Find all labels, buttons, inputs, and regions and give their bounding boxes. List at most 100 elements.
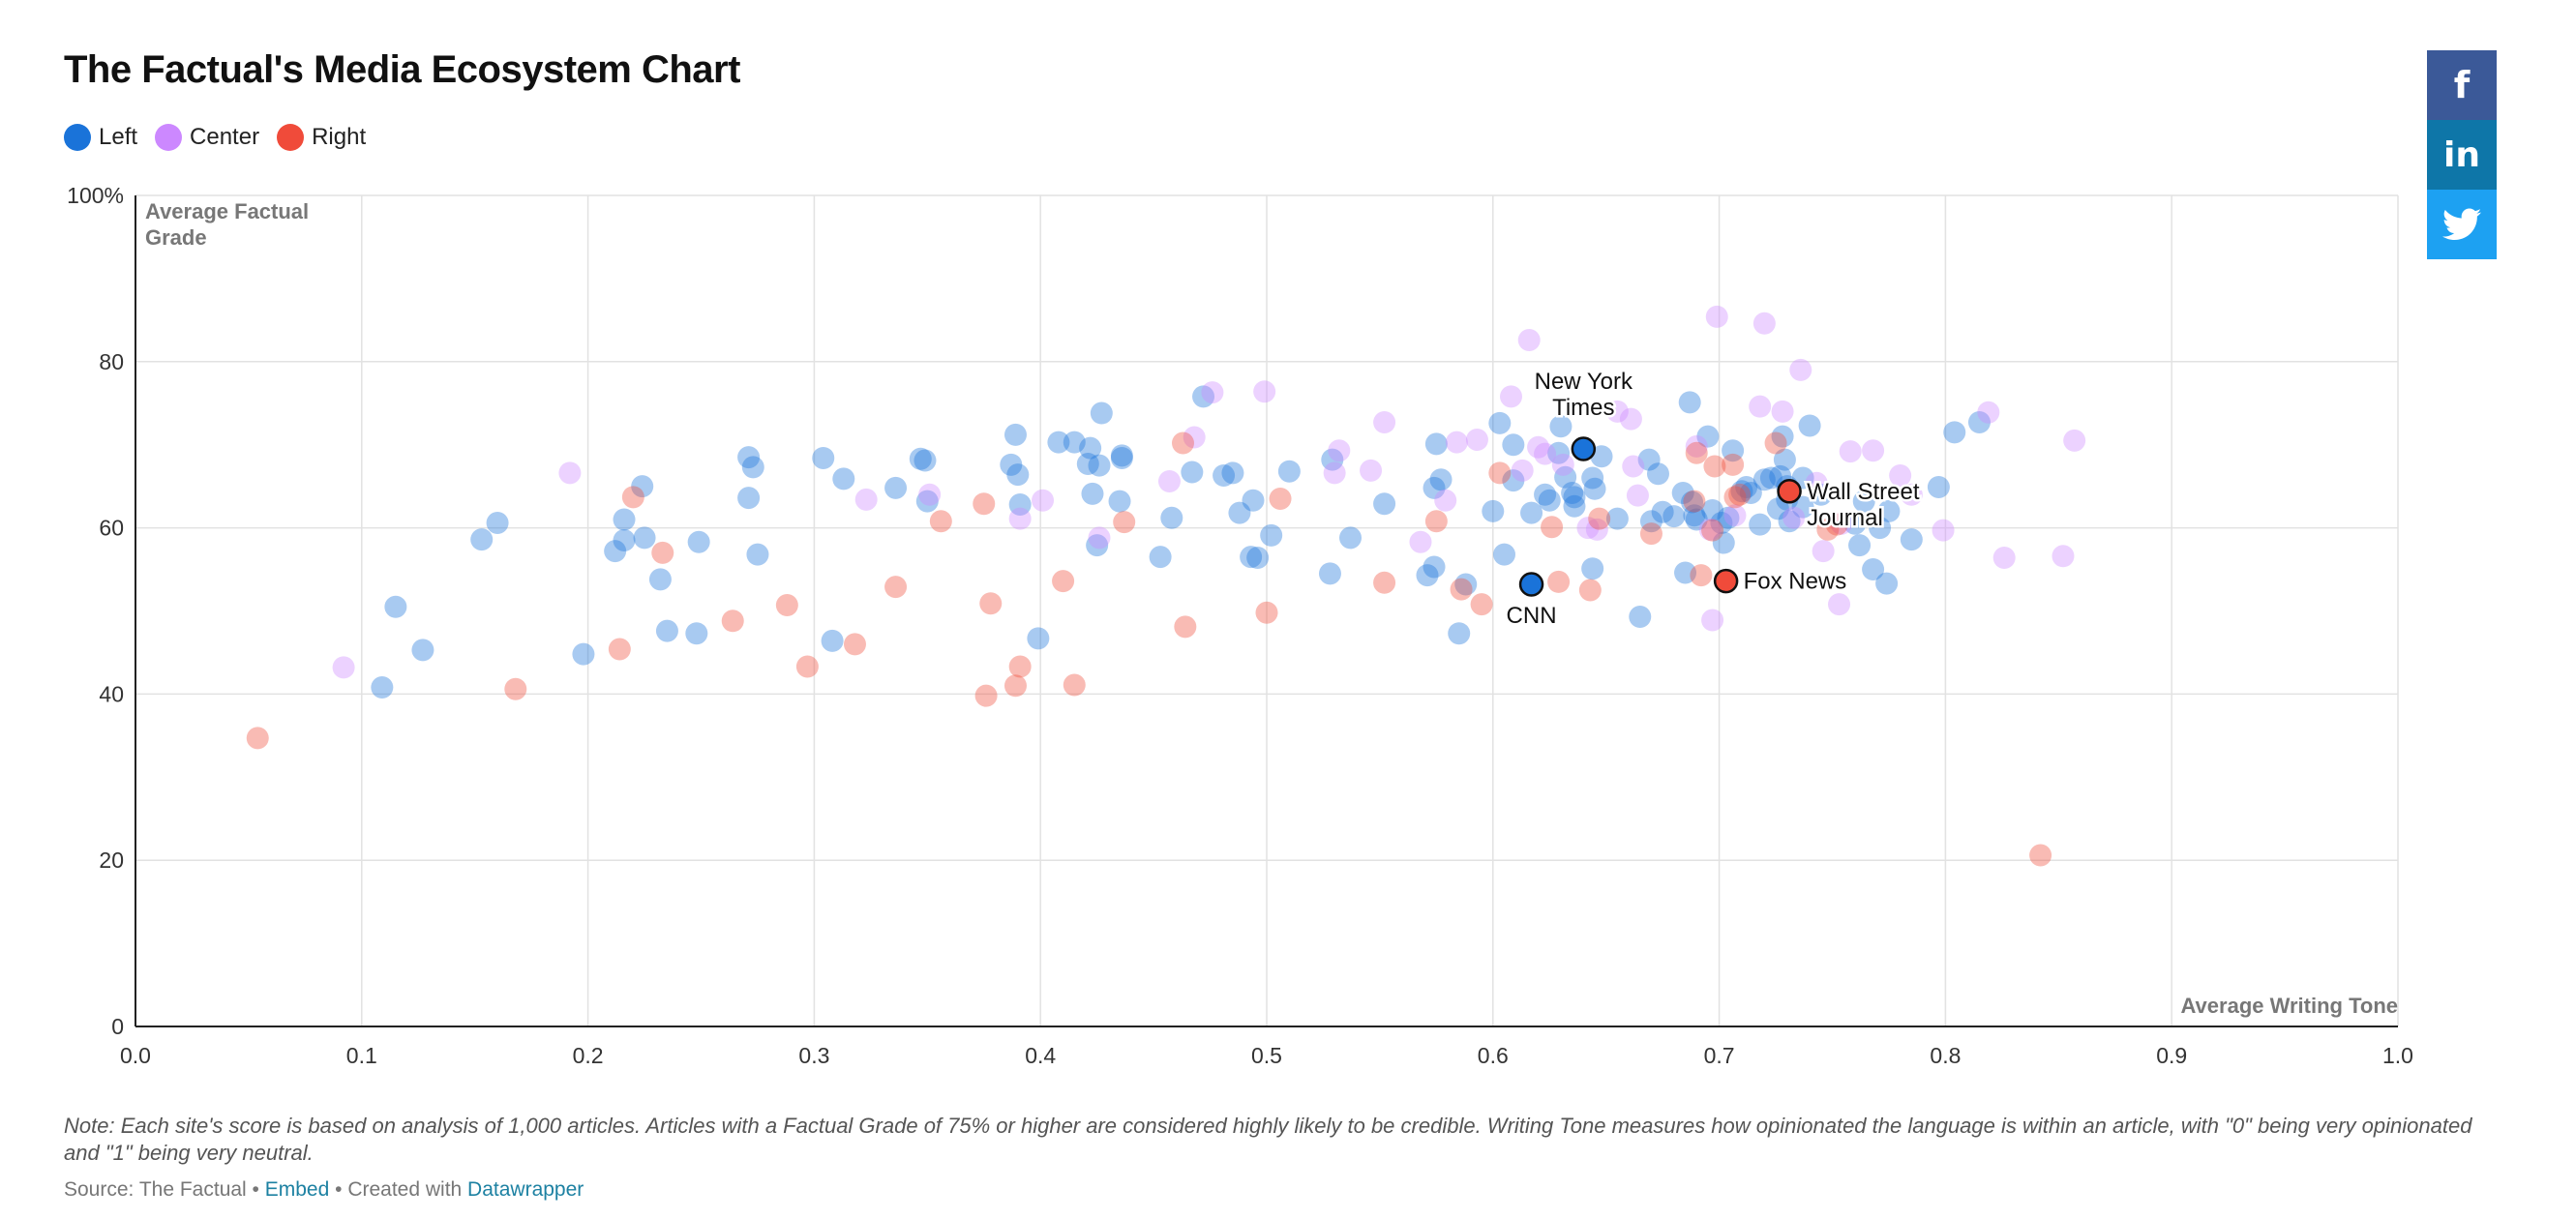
highlight-label-line: New York (1535, 369, 1633, 395)
data-point-center (1862, 439, 1885, 462)
data-point-center (1360, 459, 1383, 482)
data-point-center (2063, 429, 2086, 452)
data-point-left (1242, 489, 1265, 512)
data-point-right (929, 510, 952, 533)
legend-item-right: Right (277, 124, 366, 151)
highlight-point (1713, 568, 1739, 594)
data-point-center (1992, 547, 2016, 570)
data-point-left (1181, 461, 1204, 484)
data-point-left (1749, 513, 1772, 536)
data-point-left (1563, 494, 1586, 518)
data-point-left (1862, 558, 1885, 581)
data-point-left (1778, 510, 1801, 533)
y-tick-label: 20 (99, 847, 124, 873)
data-point-left (1373, 492, 1396, 516)
data-point-center (1500, 385, 1523, 408)
data-point-right (1683, 490, 1706, 513)
data-point-center (1576, 517, 1600, 540)
data-point-left (1538, 489, 1561, 512)
data-point-left (1637, 448, 1661, 471)
legend: Left Center Right (64, 124, 383, 151)
y-axis-title: Average Factual Grade (145, 199, 309, 250)
embed-link[interactable]: Embed (264, 1178, 330, 1201)
data-point-left (1149, 546, 1172, 569)
data-point-left (384, 595, 407, 618)
data-point-left (1454, 573, 1478, 596)
linkedin-icon: in (2443, 134, 2480, 175)
data-point-left (631, 475, 654, 498)
data-point-right (1764, 431, 1787, 455)
data-point-right (775, 593, 798, 616)
data-point-left (486, 511, 509, 534)
y-tick-label: 0 (111, 1014, 124, 1039)
data-point-right (1052, 570, 1075, 593)
data-point-left (1739, 482, 1762, 505)
facebook-share-button[interactable]: f (2427, 50, 2497, 120)
chart-footer: Source: The Factual • Embed • Created wi… (64, 1178, 584, 1202)
data-point-left (1246, 547, 1270, 570)
data-point-right (1816, 518, 1840, 541)
data-point-left (1563, 486, 1586, 509)
data-point-left (1651, 500, 1674, 523)
x-tick-label: 0.1 (346, 1043, 377, 1064)
data-point-left (1722, 439, 1745, 462)
data-point-left (1160, 506, 1183, 529)
data-point-center (1511, 459, 1534, 482)
data-point-right (1722, 453, 1745, 476)
data-point-left (1090, 401, 1113, 425)
data-point-left (1423, 555, 1446, 579)
data-point-left (746, 543, 769, 566)
data-point-left (687, 530, 710, 553)
data-point-center (558, 461, 582, 485)
data-point-left (1192, 385, 1215, 408)
data-point-right (1541, 516, 1564, 539)
data-point-left (1766, 497, 1789, 520)
data-point-center (1685, 434, 1708, 458)
data-point-left (1590, 445, 1613, 468)
data-point-left (1086, 534, 1109, 557)
data-point-left (1662, 505, 1686, 528)
x-tick-label: 0.9 (2156, 1043, 2187, 1064)
x-tick-label: 0.4 (1025, 1043, 1056, 1064)
legend-label-left: Left (99, 124, 138, 150)
data-point-left (1735, 476, 1758, 499)
data-point-center (1932, 519, 1955, 542)
data-point-right (1171, 431, 1194, 455)
data-point-left (1488, 411, 1512, 434)
data-point-center (1551, 453, 1574, 476)
data-point-center (1723, 504, 1747, 527)
data-point-left (1047, 431, 1070, 454)
data-point-left (1639, 510, 1662, 533)
data-point-left (1448, 622, 1471, 645)
data-point-left (1482, 499, 1505, 522)
legend-swatch-right (277, 124, 305, 151)
data-point-left (1424, 432, 1448, 456)
data-point-right (1639, 522, 1662, 546)
data-point-left (1006, 463, 1030, 487)
data-point-left (821, 629, 844, 652)
data-points (246, 305, 2086, 867)
y-tick-label: 100% (67, 183, 124, 208)
data-point-left (1685, 508, 1708, 531)
twitter-share-button[interactable] (2427, 190, 2497, 259)
data-point-left (1081, 482, 1104, 505)
data-point-left (1027, 627, 1050, 650)
data-point-center (1534, 442, 1557, 465)
data-point-center (1839, 440, 1862, 463)
data-point-left (1791, 495, 1814, 519)
x-tick-label: 0.6 (1478, 1043, 1509, 1064)
highlight-label: Fox News (1744, 569, 1847, 595)
data-point-center (1373, 411, 1396, 434)
y-axis-title-line: Average Factual (145, 199, 309, 223)
x-tick-label: 0.2 (573, 1043, 604, 1064)
data-point-right (1174, 615, 1197, 639)
linkedin-share-button[interactable]: in (2427, 120, 2497, 190)
data-point-left (1520, 501, 1543, 524)
data-point-left (1810, 483, 1833, 506)
data-point-left (1717, 506, 1740, 529)
highlighted-points: New York Times Wall Street Journal Fox News C… (1504, 366, 1922, 631)
datawrapper-link[interactable]: Datawrapper (467, 1178, 584, 1201)
x-tick-label: 0.7 (1704, 1043, 1735, 1064)
data-point-center (1622, 455, 1645, 478)
data-point-left (1110, 444, 1133, 467)
